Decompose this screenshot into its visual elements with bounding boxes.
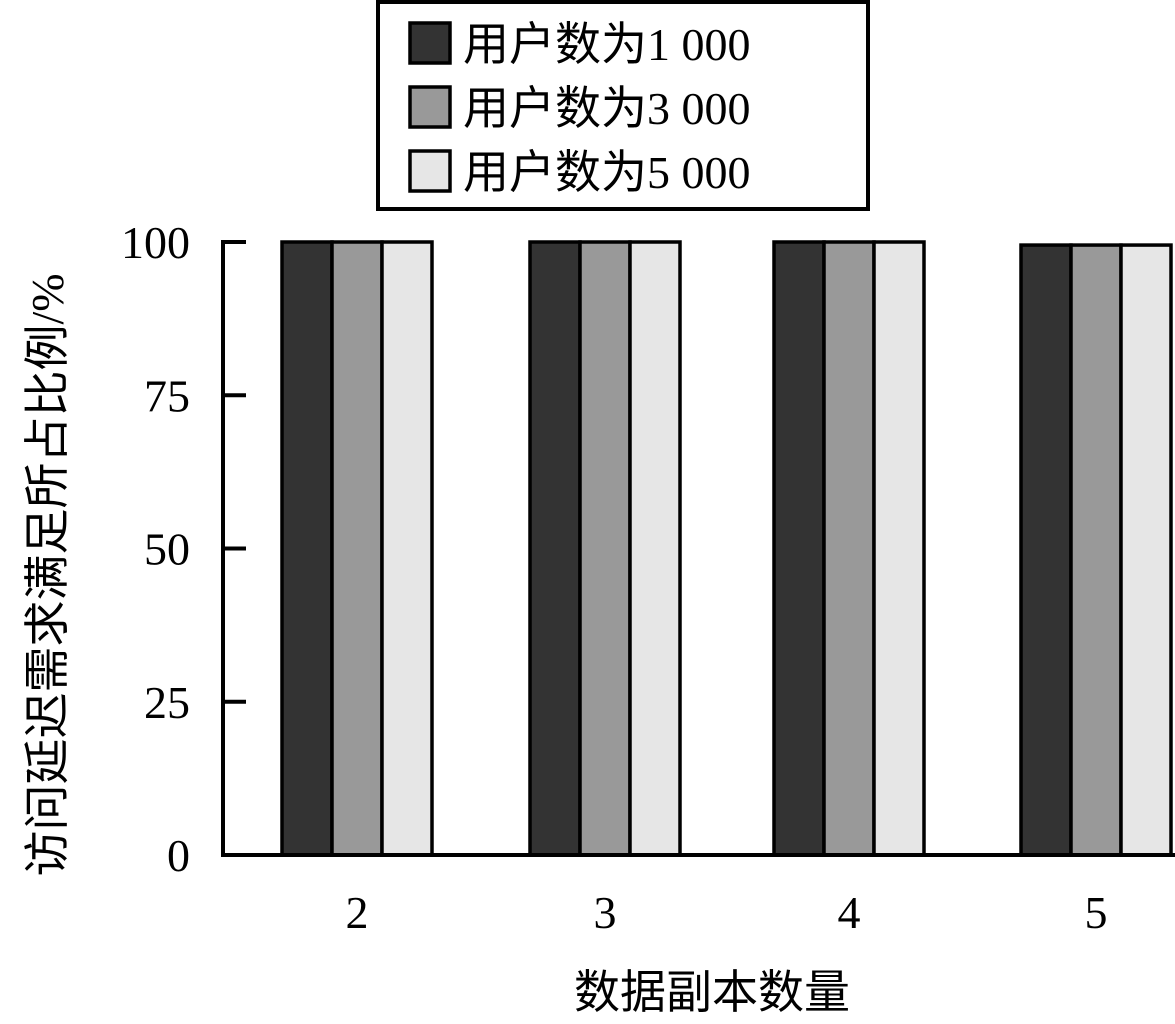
bar — [380, 240, 434, 857]
legend-label: 用户数为1 000 — [463, 19, 751, 70]
legend: 用户数为1 000 用户数为3 000 用户数为5 000 — [376, 0, 870, 211]
bar — [822, 240, 876, 857]
x-tick-label: 4 — [838, 887, 861, 938]
bar — [1069, 243, 1123, 857]
x-tick-label: 2 — [346, 887, 369, 938]
bar — [772, 240, 826, 857]
y-tick-label: 75 — [144, 370, 190, 421]
legend-box — [376, 0, 870, 211]
x-tick-label: 5 — [1085, 887, 1108, 938]
bar — [1119, 243, 1173, 857]
x-tick-label: 3 — [594, 887, 617, 938]
legend-swatch — [408, 21, 452, 65]
bar — [280, 240, 334, 857]
bars — [280, 240, 1173, 857]
y-tick-label: 0 — [167, 830, 190, 881]
legend-swatch — [408, 85, 452, 129]
bar — [528, 240, 582, 857]
legend-label: 用户数为5 000 — [463, 147, 751, 198]
bar — [1019, 243, 1073, 857]
y-tick-label: 25 — [144, 677, 190, 728]
bar — [330, 240, 384, 857]
bar — [872, 240, 926, 857]
bar — [578, 240, 632, 857]
bar — [628, 240, 682, 857]
x-axis-title: 数据副本数量 — [574, 967, 850, 1018]
legend-label: 用户数为3 000 — [463, 83, 751, 134]
legend-swatch — [408, 149, 452, 193]
x-ticks: 2 3 4 5 — [346, 887, 1108, 938]
y-tick-label: 50 — [144, 524, 190, 575]
y-tick-label: 100 — [121, 217, 190, 268]
y-axis-title: 访问延迟需求满足所占比例/% — [22, 273, 73, 876]
y-ticks: 0 25 50 75 100 — [121, 217, 246, 881]
